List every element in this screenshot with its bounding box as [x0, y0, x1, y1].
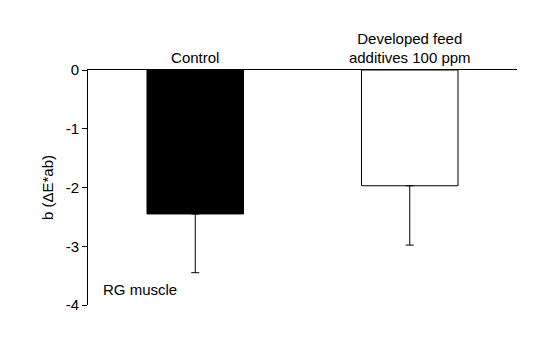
svg-text:-2: -2	[66, 179, 79, 196]
svg-text:Developed feedadditives 100 pp: Developed feedadditives 100 ppm	[349, 30, 471, 67]
svg-text:b (ΔE*ab): b (ΔE*ab)	[39, 155, 56, 220]
svg-text:-1: -1	[66, 120, 79, 137]
svg-text:-3: -3	[66, 238, 79, 255]
svg-text:Control: Control	[171, 49, 219, 66]
svg-text:0: 0	[71, 61, 79, 78]
svg-text:RG muscle: RG muscle	[103, 281, 177, 298]
svg-text:-4: -4	[66, 296, 79, 313]
